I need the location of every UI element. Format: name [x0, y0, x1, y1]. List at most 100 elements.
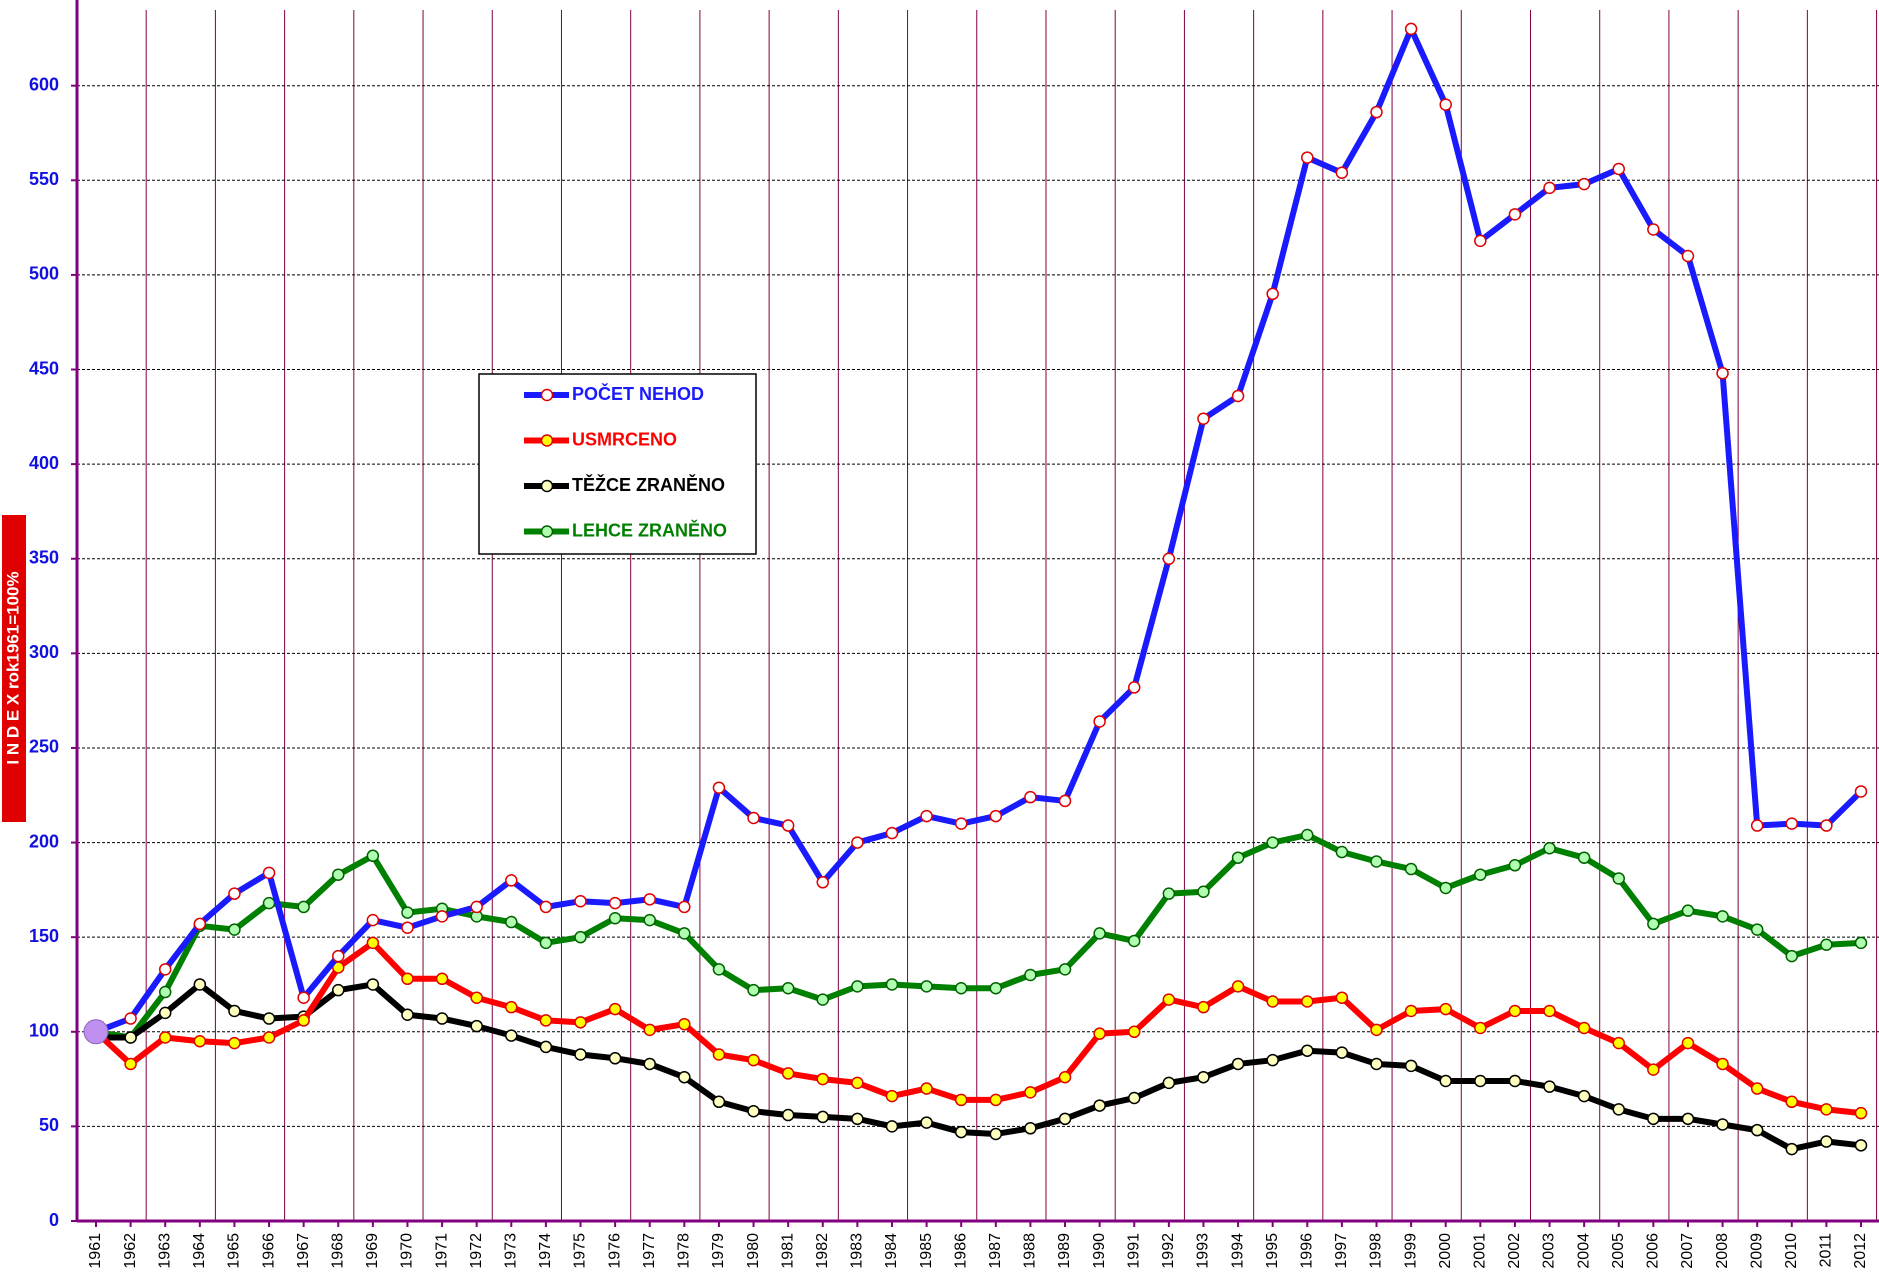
x-tick-label: 1999: [1402, 1233, 1419, 1269]
data-point: [1024, 1122, 1037, 1135]
data-point: [228, 923, 241, 936]
data-point: [158, 1006, 172, 1020]
x-tick-label: 1981: [779, 1233, 796, 1269]
x-tick-label: 1990: [1091, 1233, 1108, 1269]
legend-label: LEHCE ZRANĚNO: [572, 519, 727, 540]
data-point: [1474, 234, 1487, 248]
data-point: [1439, 1002, 1452, 1016]
data-point: [574, 930, 587, 944]
data-point: [1820, 1103, 1833, 1116]
data-point: [781, 1067, 795, 1080]
data-point: [1577, 1089, 1591, 1103]
data-point: [1266, 995, 1279, 1008]
legend: POČET NEHOD USMRCENO TĚŽCE ZRANĚNO LEHCE ZR…: [478, 373, 757, 555]
data-point: [401, 1008, 414, 1022]
x-tick-label: 2009: [1748, 1233, 1765, 1269]
data-point: [1127, 1025, 1141, 1039]
data-point: [1681, 249, 1695, 263]
data-point: [1266, 1053, 1279, 1067]
series-line: [93, 939, 1862, 1117]
data-point: [1404, 1059, 1418, 1073]
data-point: [1231, 389, 1245, 403]
x-tick-label: 1969: [364, 1233, 381, 1269]
x-tick-label: 1977: [641, 1233, 658, 1269]
data-point: [1543, 1080, 1556, 1093]
data-point: [1612, 1036, 1625, 1050]
data-point: [1127, 1091, 1141, 1105]
data-point: [1024, 790, 1037, 804]
data-point: [678, 1070, 691, 1084]
data-point: [470, 991, 483, 1004]
data-point: [505, 915, 518, 929]
x-tick-label: 1994: [1229, 1233, 1246, 1269]
data-point: [1647, 223, 1660, 236]
data-point: [401, 906, 414, 919]
data-point: [1093, 1027, 1106, 1040]
y-tick-label: 450: [29, 358, 59, 378]
data-point: [262, 1031, 276, 1044]
data-point: [678, 927, 691, 940]
data-point: [1508, 1074, 1522, 1088]
data-point: [1266, 836, 1279, 849]
data-point: [1785, 1095, 1799, 1109]
x-tick-label: 1970: [399, 1233, 416, 1269]
data-point: [401, 921, 414, 934]
x-tick-label: 1974: [537, 1233, 554, 1269]
data-point: [366, 913, 380, 927]
data-point: [505, 1029, 518, 1042]
data-point: [1785, 817, 1799, 830]
data-point: [1301, 995, 1314, 1008]
data-point: [643, 1057, 656, 1071]
data-point: [124, 1012, 137, 1025]
data-point: [262, 1012, 276, 1025]
data-point: [1612, 1103, 1625, 1116]
data-point: [1854, 936, 1868, 950]
data-point: [193, 978, 207, 991]
data-point: [366, 978, 380, 991]
y-axis-title: I N D E X rok1961=100%: [3, 571, 22, 764]
data-point: [1820, 819, 1833, 832]
data-point: [574, 1016, 587, 1029]
data-point: [1785, 1142, 1799, 1156]
x-tick-label: 1985: [918, 1233, 935, 1269]
x-tick-label: 2004: [1575, 1233, 1592, 1269]
data-point: [608, 1052, 622, 1065]
data-point: [1335, 845, 1349, 859]
data-point: [712, 1095, 726, 1109]
data-point: [539, 1040, 553, 1054]
data-point: [1231, 1057, 1245, 1071]
data-point: [678, 1017, 691, 1031]
data-point: [332, 983, 345, 997]
legend-label: TĚŽCE ZRANĚNO: [572, 474, 725, 495]
data-point: [885, 1089, 899, 1103]
data-point: [643, 893, 656, 906]
data-point: [920, 980, 933, 993]
x-tick-label: 1991: [1125, 1233, 1142, 1269]
data-point: [435, 910, 449, 923]
data-point: [643, 913, 656, 927]
x-tick-label: 2011: [1818, 1233, 1835, 1268]
data-point: [1197, 885, 1210, 899]
x-tick-label: 1961: [87, 1233, 104, 1269]
x-tick-label: 1962: [122, 1233, 139, 1269]
data-point: [1474, 868, 1487, 881]
x-tick-label: 1972: [468, 1233, 485, 1269]
data-point: [885, 826, 899, 840]
data-point: [1127, 934, 1141, 948]
x-tick-label: 1965: [226, 1233, 243, 1269]
x-tick-label: 1980: [745, 1233, 762, 1269]
series-line: [94, 25, 1864, 1035]
data-point: [1024, 968, 1037, 982]
legend-label: POČET NEHOD: [572, 383, 704, 404]
series-line: [95, 831, 1862, 1041]
x-tick-label: 1986: [952, 1233, 969, 1269]
y-tick-label: 500: [29, 264, 59, 284]
y-tick-label: 150: [29, 926, 59, 946]
y-tick-label: 100: [29, 1021, 59, 1041]
data-point: [781, 1108, 795, 1122]
data-point: [920, 1082, 933, 1095]
data-point: [1231, 980, 1245, 993]
data-point: [1197, 1070, 1210, 1084]
x-tick-label: 1982: [814, 1233, 831, 1269]
data-point: [1058, 1070, 1072, 1084]
